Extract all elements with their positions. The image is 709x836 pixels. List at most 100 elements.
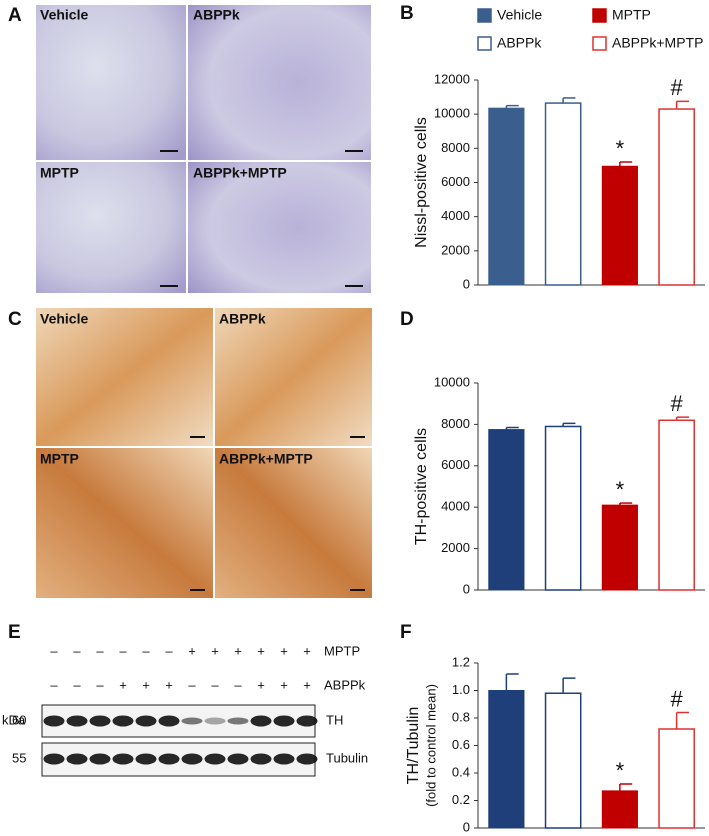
micrograph bbox=[36, 308, 213, 446]
y-tick-label: 0.2 bbox=[452, 792, 470, 807]
bar bbox=[488, 429, 525, 591]
image-label: ABPPk bbox=[219, 311, 266, 327]
legend-swatch bbox=[592, 8, 607, 23]
blot-band bbox=[273, 753, 295, 765]
y-axis-label: TH-positive cells bbox=[413, 428, 430, 545]
y-tick-label: 10000 bbox=[434, 374, 470, 389]
blot-band bbox=[135, 715, 157, 727]
y-axis-label: Nissl-positive cells bbox=[413, 117, 430, 248]
significance-mark: # bbox=[671, 686, 684, 711]
panel-letter: D bbox=[400, 309, 414, 330]
image-label: Vehicle bbox=[40, 7, 88, 23]
significance-mark: # bbox=[671, 75, 684, 100]
image-label: ABPPk bbox=[193, 7, 240, 23]
blot-band bbox=[227, 753, 249, 765]
blot-band bbox=[296, 715, 318, 727]
image-label: ABPPk+MPTP bbox=[219, 451, 313, 467]
y-tick-label: 8000 bbox=[441, 416, 470, 431]
treatment-sign: + bbox=[280, 643, 288, 658]
blot-band bbox=[250, 715, 272, 727]
y-axis-sublabel: (fold to control mean) bbox=[423, 684, 438, 807]
bar bbox=[488, 107, 525, 286]
blot-band bbox=[43, 715, 65, 727]
y-tick-label: 0 bbox=[463, 581, 470, 596]
treatment-sign: – bbox=[96, 677, 104, 692]
y-tick-label: 10000 bbox=[434, 106, 470, 121]
treatment-sign: – bbox=[165, 643, 173, 658]
treatment-sign: – bbox=[188, 677, 196, 692]
micrograph bbox=[36, 448, 213, 598]
blot-band bbox=[112, 715, 134, 727]
bar bbox=[601, 790, 638, 829]
panel-letter: A bbox=[8, 5, 22, 26]
treatment-sign: + bbox=[303, 677, 311, 692]
treatment-sign: + bbox=[119, 677, 127, 692]
y-tick-label: 8000 bbox=[441, 140, 470, 155]
blot-band bbox=[158, 753, 180, 765]
panel-letter: E bbox=[8, 622, 21, 643]
y-tick-label: 0.4 bbox=[452, 764, 470, 779]
treatment-sign: – bbox=[73, 677, 81, 692]
blot-band bbox=[66, 753, 88, 765]
blot-band bbox=[181, 753, 203, 765]
treatment-sign: + bbox=[188, 643, 196, 658]
y-tick-label: 0.8 bbox=[452, 709, 470, 724]
y-tick-label: 0 bbox=[463, 819, 470, 834]
treatment-label: MPTP bbox=[324, 643, 360, 658]
significance-mark: * bbox=[616, 136, 625, 161]
blot-band bbox=[66, 715, 88, 727]
micrograph bbox=[215, 308, 372, 446]
blot-band bbox=[227, 717, 249, 725]
y-tick-label: 12000 bbox=[434, 71, 470, 86]
bar bbox=[544, 102, 582, 286]
y-tick-label: 1.2 bbox=[452, 654, 470, 669]
y-tick-label: 4000 bbox=[441, 499, 470, 514]
y-axis-label: TH/Tubulin bbox=[405, 707, 422, 785]
blot-band bbox=[204, 753, 226, 765]
unit-label: kDa bbox=[2, 712, 26, 727]
y-tick-label: 2000 bbox=[441, 540, 470, 555]
legend-swatch bbox=[477, 8, 492, 23]
blot-band bbox=[135, 753, 157, 765]
panel-letter: B bbox=[400, 3, 414, 24]
y-tick-label: 4000 bbox=[441, 208, 470, 223]
legend-label: Vehicle bbox=[497, 7, 542, 23]
treatment-sign: – bbox=[96, 643, 104, 658]
scale-bars bbox=[160, 150, 363, 287]
blot-band bbox=[296, 753, 318, 765]
treatment-sign: – bbox=[50, 643, 58, 658]
treatment-sign: + bbox=[211, 643, 219, 658]
bar bbox=[488, 690, 525, 829]
band-label: Tubulin bbox=[326, 750, 368, 765]
image-label: MPTP bbox=[40, 451, 79, 467]
y-tick-label: 6000 bbox=[441, 174, 470, 189]
bar bbox=[544, 425, 582, 591]
image-label: Vehicle bbox=[40, 311, 88, 327]
mw-marker: 55 bbox=[12, 750, 26, 765]
legend-swatch bbox=[477, 36, 492, 51]
significance-mark: # bbox=[671, 391, 684, 416]
y-tick-label: 0 bbox=[463, 276, 470, 291]
legend-label: ABPPk bbox=[497, 35, 542, 51]
panel-letter: F bbox=[400, 622, 412, 643]
bar bbox=[658, 419, 695, 591]
y-tick-label: 0.6 bbox=[452, 737, 470, 752]
bar bbox=[544, 692, 582, 829]
blot-band bbox=[89, 715, 111, 727]
legend-label: ABPPk+MPTP bbox=[612, 35, 703, 51]
treatment-label: ABPPk bbox=[324, 677, 366, 692]
treatment-sign: – bbox=[142, 643, 150, 658]
image-label: MPTP bbox=[40, 165, 79, 181]
y-tick-label: 1.0 bbox=[452, 682, 470, 697]
band-label: TH bbox=[326, 712, 343, 727]
treatment-sign: + bbox=[257, 677, 265, 692]
bar bbox=[658, 108, 695, 286]
treatment-sign: – bbox=[119, 643, 127, 658]
treatment-sign: – bbox=[73, 643, 81, 658]
blot-band bbox=[181, 717, 203, 725]
legend-swatch bbox=[592, 36, 607, 51]
treatment-sign: + bbox=[280, 677, 288, 692]
significance-mark: * bbox=[616, 758, 625, 783]
y-tick-label: 2000 bbox=[441, 242, 470, 257]
